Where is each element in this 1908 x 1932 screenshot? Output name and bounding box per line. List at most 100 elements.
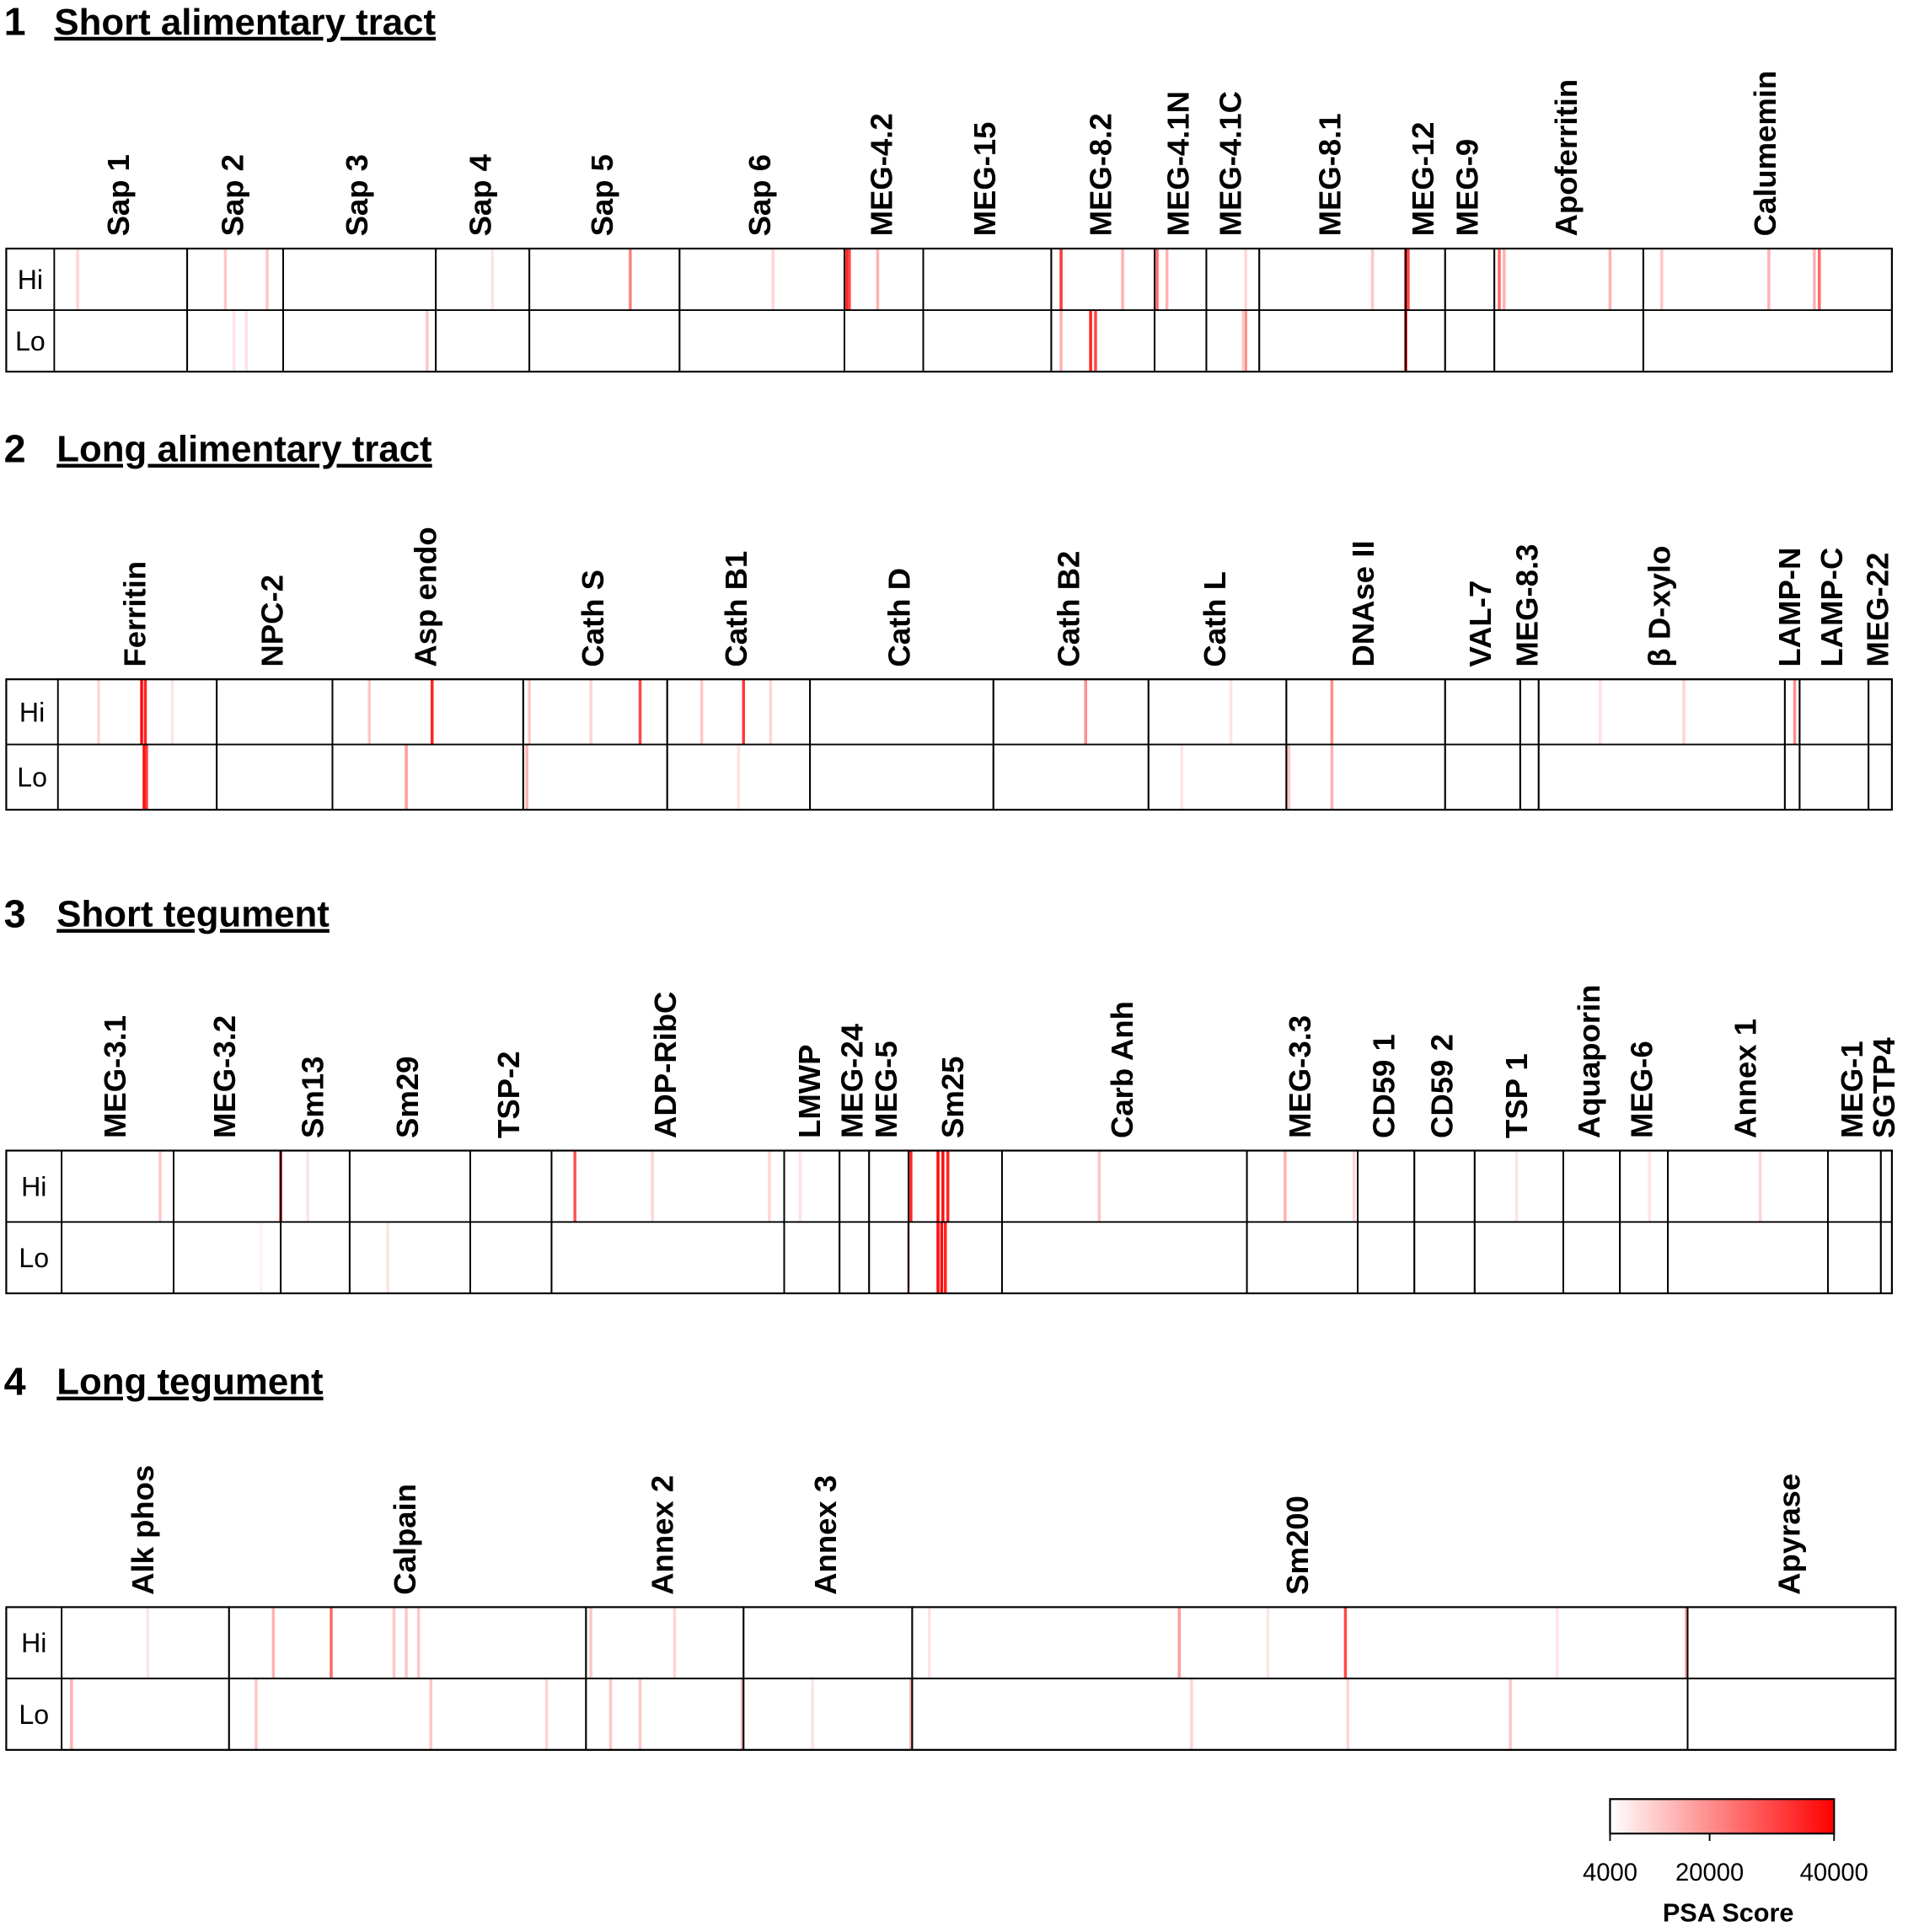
heat-stripe bbox=[405, 1607, 408, 1679]
heat-stripe bbox=[940, 1222, 944, 1293]
protein-label: VAL-7 bbox=[1463, 581, 1498, 667]
colorbar-tick-label: 4000 bbox=[1583, 1860, 1637, 1887]
heat-stripe bbox=[811, 1678, 814, 1750]
heat-stripe bbox=[255, 1678, 258, 1750]
protein-label: TSP 1 bbox=[1499, 1053, 1534, 1138]
heat-stripe bbox=[306, 1150, 309, 1223]
protein-label: MEG-6 bbox=[1624, 1041, 1659, 1138]
heat-stripe bbox=[232, 310, 236, 372]
heat-stripe bbox=[386, 1222, 389, 1293]
heat-stripe bbox=[944, 1222, 947, 1293]
panel-number: 2 bbox=[4, 426, 26, 470]
heat-stripe bbox=[768, 1150, 771, 1223]
heat-stripe bbox=[1330, 744, 1334, 811]
protein-label: MEG-3.2 bbox=[207, 1015, 242, 1138]
protein-label: Sap 2 bbox=[216, 154, 250, 236]
heat-stripe bbox=[1089, 310, 1092, 372]
heat-stripe bbox=[143, 679, 147, 745]
heat-stripe bbox=[936, 1222, 940, 1293]
protein-label: MEG-15 bbox=[967, 122, 1002, 237]
heat-stripe bbox=[1155, 249, 1159, 311]
protein-label: Asp endo bbox=[408, 527, 442, 666]
protein-label: Sap 5 bbox=[585, 154, 619, 236]
colorbar bbox=[1609, 1798, 1836, 1835]
protein-label: Carb Anh bbox=[1105, 1001, 1139, 1138]
heat-stripe bbox=[1177, 1607, 1182, 1679]
heat-stripe bbox=[1498, 249, 1501, 311]
heat-stripe bbox=[76, 249, 79, 311]
protein-label: MEG-9 bbox=[1450, 139, 1485, 237]
heat-stripe bbox=[330, 1607, 333, 1679]
protein-label: Annex 1 bbox=[1728, 1019, 1763, 1138]
heat-stripe bbox=[941, 1150, 945, 1223]
heat-stripe bbox=[1793, 679, 1797, 745]
colorbar-tick-label: 20000 bbox=[1675, 1860, 1744, 1887]
heat-stripe bbox=[1608, 249, 1612, 311]
protein-label: Sap 6 bbox=[742, 154, 777, 236]
panel-number: 1 bbox=[4, 0, 26, 44]
protein-label: LAMP-N bbox=[1772, 548, 1807, 667]
row-label: Lo bbox=[19, 1699, 49, 1730]
heat-stripe bbox=[392, 1607, 396, 1679]
heat-stripe bbox=[430, 679, 434, 745]
panel-title: Short alimentary tract bbox=[54, 2, 436, 43]
heat-stripe bbox=[1241, 310, 1245, 372]
protein-label: ADP-RibC bbox=[648, 992, 683, 1138]
heat-stripe bbox=[244, 310, 248, 372]
protein-label: MEG-1 bbox=[1835, 1041, 1869, 1138]
heat-stripe bbox=[1503, 249, 1506, 311]
heat-stripe bbox=[638, 1678, 642, 1750]
heat-stripe bbox=[1059, 310, 1063, 372]
heat-stripe bbox=[1229, 679, 1233, 745]
protein-label: DNAse II bbox=[1346, 540, 1380, 666]
protein-label: Ferritin bbox=[118, 561, 153, 667]
heat-stripe bbox=[1509, 1678, 1512, 1750]
heat-stripe bbox=[416, 1607, 421, 1679]
protein-label: MEG-22 bbox=[1861, 553, 1895, 667]
heat-stripe bbox=[1514, 1150, 1519, 1223]
protein-label: MEG-5 bbox=[869, 1041, 903, 1138]
protein-label: TSP-2 bbox=[491, 1052, 526, 1138]
protein-label: Annex 2 bbox=[645, 1475, 679, 1595]
heat-stripe bbox=[1094, 310, 1097, 372]
protein-label: Alk phos bbox=[126, 1465, 160, 1595]
row-label: Lo bbox=[15, 326, 46, 356]
heat-stripe bbox=[1084, 679, 1088, 745]
panel-title: Long tegument bbox=[56, 1362, 324, 1403]
heat-stripe bbox=[1370, 249, 1375, 311]
heat-stripe bbox=[909, 1150, 913, 1223]
heat-stripe bbox=[1165, 249, 1169, 311]
heat-stripe bbox=[1599, 679, 1602, 745]
row-label: Hi bbox=[21, 1628, 46, 1658]
heat-stripe bbox=[259, 1222, 263, 1293]
heat-stripe bbox=[97, 679, 100, 745]
heat-stripe bbox=[876, 249, 880, 311]
heat-stripe bbox=[429, 1678, 433, 1750]
protein-label: β D-xylo bbox=[1642, 546, 1676, 667]
heat-stripe bbox=[405, 744, 408, 811]
heat-stripe bbox=[936, 1150, 940, 1223]
heat-stripe bbox=[146, 1607, 150, 1679]
heat-stripe bbox=[798, 1150, 802, 1223]
heat-stripe bbox=[769, 679, 773, 745]
heat-stripe bbox=[426, 310, 429, 372]
heat-stripe bbox=[737, 744, 741, 811]
heat-stripe bbox=[741, 1678, 744, 1750]
protein-label: MEG-4.1N bbox=[1160, 91, 1195, 236]
heat-stripe bbox=[1758, 1150, 1762, 1223]
protein-label: CD59 2 bbox=[1425, 1034, 1460, 1138]
heat-stripe bbox=[528, 679, 531, 745]
panel-title: Long alimentary tract bbox=[56, 429, 432, 470]
heat-stripe bbox=[140, 679, 143, 745]
heat-stripe bbox=[573, 1150, 576, 1223]
protein-label: MEG-12 bbox=[1406, 122, 1440, 237]
panel-number: 4 bbox=[4, 1359, 26, 1403]
heat-stripe bbox=[1346, 1678, 1350, 1750]
protein-label: Sap 3 bbox=[340, 154, 374, 236]
panel-number: 3 bbox=[4, 891, 26, 935]
protein-label: MEG-3.3 bbox=[1283, 1015, 1317, 1138]
heat-stripe bbox=[673, 1607, 677, 1679]
heat-stripe bbox=[1685, 1607, 1688, 1679]
heat-stripe bbox=[638, 679, 642, 745]
